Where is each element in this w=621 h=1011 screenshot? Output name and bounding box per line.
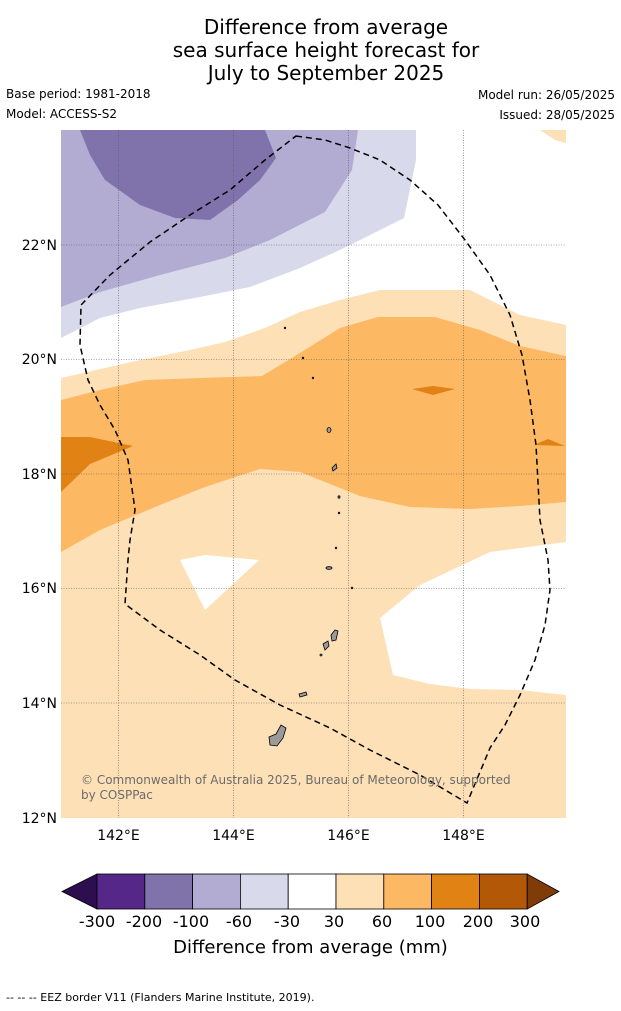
colorbar-extend-high (526, 873, 560, 910)
lon-tick-labels: 142°E 144°E 146°E 148°E (97, 828, 485, 844)
guguan-island (337, 511, 341, 515)
title-line-1: Difference from average (203, 15, 449, 39)
lat-tick-labels: 12°N 14°N 16°N 18°N 20°N 22°N (22, 238, 57, 827)
colorbar-segment (335, 873, 385, 910)
colorbar-label: Difference from average (mm) (173, 937, 448, 958)
contour-100-200-west (61, 437, 133, 492)
colorbar-tick: 30 (323, 912, 345, 931)
asuncion-island (311, 376, 315, 380)
colorbar-extend-low (61, 873, 98, 910)
lon-gridlines (118, 130, 464, 818)
islands (268, 326, 354, 747)
lat-gridlines (61, 244, 566, 704)
contour-fields (61, 130, 566, 818)
aguijan-island (319, 653, 323, 657)
colorbar-tick: 200 (462, 912, 494, 931)
attribution-line-1: © Commonwealth of Australia 2025, Bureau… (81, 773, 511, 787)
lat-tick-12: 12°N (22, 811, 57, 827)
contour-minus100-minus200 (80, 130, 276, 220)
rota-island (298, 691, 308, 698)
lat-tick-20: 20°N (22, 352, 57, 368)
colorbar (61, 873, 560, 910)
maug-island (301, 356, 305, 360)
colorbar-segment (96, 873, 146, 910)
anatahan-island (325, 566, 333, 570)
map-title: Difference from average sea surface heig… (0, 16, 621, 85)
alamagan-island (334, 546, 338, 550)
lat-tick-14: 14°N (22, 696, 57, 712)
agrihan-island (326, 427, 332, 433)
colorbar-tick: -60 (225, 912, 253, 931)
model-run: Model run: 26/05/2025 (477, 88, 615, 102)
tinian-island (322, 640, 330, 651)
lon-tick-148: 148°E (442, 828, 485, 844)
contour-100-200-east (534, 439, 565, 446)
farallon-island (283, 326, 287, 330)
pagan-island (331, 463, 338, 472)
colorbar-segment (478, 873, 528, 910)
colorbar-segment (239, 873, 289, 910)
attribution-line-2: by COSPPac (81, 788, 153, 802)
contour-neutral-south-west (180, 555, 259, 610)
contour-corner-ne (540, 130, 566, 143)
medinilla-island (350, 586, 354, 590)
colorbar-tick: 60 (371, 912, 393, 931)
colorbar-segment (287, 873, 337, 910)
contour-100-200-mid (412, 386, 455, 395)
saipan-island (330, 629, 339, 642)
colorbar-tick: -30 (273, 912, 301, 931)
model-name: Model: ACCESS-S2 (6, 107, 118, 121)
eez-footnote: -- -- -- EEZ border V11 (Flanders Marine… (6, 991, 315, 1004)
lon-tick-146: 146°E (327, 828, 370, 844)
contour-neutral-south-east (380, 542, 566, 695)
colorbar-tick: 300 (509, 912, 541, 931)
colorbar-segment (383, 873, 432, 910)
sarigan-island (337, 495, 341, 499)
guam-island (268, 724, 287, 747)
colorbar-segment (431, 873, 480, 910)
colorbar-segment (192, 873, 241, 910)
lon-tick-144: 144°E (212, 828, 255, 844)
colorbar-tick: 100 (414, 912, 446, 931)
colorbar-tick: -300 (78, 912, 116, 931)
issued-date: Issued: 28/05/2025 (499, 108, 615, 122)
lat-tick-22: 22°N (22, 238, 57, 254)
colorbar-tick: -200 (125, 912, 163, 931)
lon-tick-142: 142°E (97, 828, 140, 844)
colorbar-segment (144, 873, 194, 910)
base-period: Base period: 1981-2018 (6, 87, 151, 101)
title-line-3: July to September 2025 (207, 61, 445, 85)
lat-tick-16: 16°N (22, 581, 57, 597)
lat-tick-18: 18°N (22, 467, 57, 483)
title-line-2: sea surface height forecast for (172, 38, 480, 62)
eez-border (79, 135, 551, 805)
contour-60-100 (61, 317, 566, 552)
colorbar-tick: -100 (172, 912, 210, 931)
